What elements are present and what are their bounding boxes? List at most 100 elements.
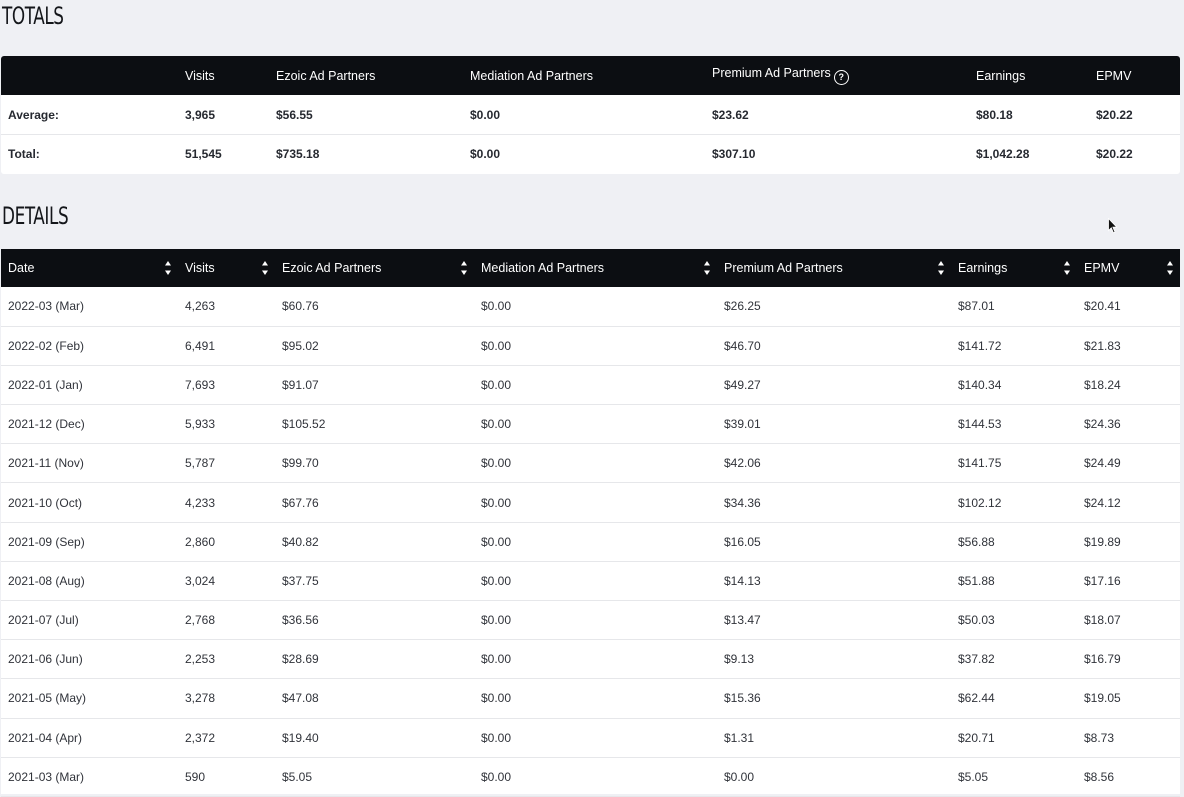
totals-cell: $0.00 [463, 95, 705, 135]
details-header-mediation[interactable]: Mediation Ad Partners [474, 249, 717, 287]
totals-cell: 3,965 [178, 95, 269, 135]
details-cell: $46.70 [717, 326, 951, 366]
details-cell: $20.41 [1077, 287, 1180, 327]
details-cell: 3,024 [178, 561, 275, 602]
details-header-premium[interactable]: Premium Ad Partners [717, 249, 951, 287]
details-header-earnings[interactable]: Earnings [951, 249, 1077, 287]
details-cell: $140.34 [951, 365, 1077, 406]
details-row: 2022-02 (Feb) 6,491 $95.02 $0.00 $46.70 $141.… [1, 326, 1180, 366]
details-cell: 4,233 [178, 482, 275, 523]
details-header-ezoic[interactable]: Ezoic Ad Partners [275, 249, 474, 287]
sort-updown-icon[interactable] [165, 261, 171, 275]
details-cell: 3,278 [178, 678, 275, 719]
totals-table-card: Visits Ezoic Ad Partners Mediation Ad Pa… [1, 56, 1180, 174]
totals-header-premium-label: Premium Ad Partners [712, 66, 831, 80]
details-cell: $17.16 [1077, 561, 1180, 602]
details-cell: $50.03 [951, 600, 1077, 641]
sort-updown-icon[interactable] [1064, 261, 1070, 275]
details-cell: $102.12 [951, 482, 1077, 523]
sort-updown-icon[interactable] [938, 261, 944, 275]
details-cell: $16.79 [1077, 639, 1180, 680]
details-cell: 5,787 [178, 443, 275, 484]
details-cell: $19.05 [1077, 678, 1180, 719]
details-cell: $0.00 [474, 600, 717, 641]
details-table: Date Visits Ezoic Ad Partners Mediation Ad … [1, 249, 1180, 797]
details-cell: 2021-10 (Oct) [1, 482, 178, 523]
details-cell: $19.89 [1077, 522, 1180, 562]
totals-row: Average: 3,965 $56.55 $0.00 $23.62 $80.18 $20.… [1, 95, 1180, 135]
details-cell: 2022-03 (Mar) [1, 287, 178, 327]
details-row: 2021-03 (Mar) 590 $5.05 $0.00 $0.00 $5.05 $8.5… [1, 757, 1180, 797]
details-cell: $0.00 [474, 718, 717, 758]
sort-updown-icon[interactable] [461, 261, 467, 275]
details-cell: $13.47 [717, 600, 951, 641]
details-cell: $56.88 [951, 522, 1077, 562]
details-header-epmv[interactable]: EPMV [1077, 249, 1180, 287]
details-header-date[interactable]: Date [1, 249, 178, 287]
details-cell: $0.00 [474, 443, 717, 484]
details-cell: $14.13 [717, 561, 951, 602]
details-cell: $62.44 [951, 678, 1077, 719]
details-cell: $24.12 [1077, 482, 1180, 523]
details-cell: $36.56 [275, 600, 474, 641]
details-cell: $0.00 [474, 639, 717, 680]
details-cell: 2021-03 (Mar) [1, 757, 178, 797]
details-cell: $0.00 [717, 757, 951, 797]
totals-header-earnings: Earnings [976, 68, 1026, 83]
details-cell: $34.36 [717, 482, 951, 523]
details-header-visits[interactable]: Visits [178, 249, 275, 287]
totals-cell: $20.22 [1089, 134, 1180, 174]
details-header-label: Earnings [958, 261, 1008, 275]
totals-row: Total: 51,545 $735.18 $0.00 $307.10 $1,042.28… [1, 134, 1180, 174]
details-cell: $0.00 [474, 287, 717, 327]
details-cell: $67.76 [275, 482, 474, 523]
details-cell: $21.83 [1077, 326, 1180, 366]
details-header-label: Premium Ad Partners [724, 261, 843, 275]
details-cell: $42.06 [717, 443, 951, 484]
totals-cell: 51,545 [178, 134, 269, 174]
details-cell: $40.82 [275, 522, 474, 562]
details-cell: $37.75 [275, 561, 474, 602]
details-header-label: Mediation Ad Partners [481, 261, 604, 275]
details-cell: $18.07 [1077, 600, 1180, 641]
details-cell: $15.36 [717, 678, 951, 719]
details-header-row: Date Visits Ezoic Ad Partners Mediation Ad … [1, 249, 1180, 287]
details-cell: $87.01 [951, 287, 1077, 327]
details-cell: $0.00 [474, 678, 717, 719]
details-cell: $0.00 [474, 482, 717, 523]
totals-cell: $307.10 [705, 134, 969, 174]
totals-cell: Total: [1, 134, 178, 174]
details-cell: $26.25 [717, 287, 951, 327]
totals-section-title: TOTALS [2, 2, 64, 30]
details-cell: $0.00 [474, 522, 717, 562]
details-cell: $49.27 [717, 365, 951, 406]
details-cell: $8.56 [1077, 757, 1180, 797]
details-cell: 2021-06 (Jun) [1, 639, 178, 680]
sort-updown-icon[interactable] [1167, 261, 1173, 275]
details-header-label: Ezoic Ad Partners [282, 261, 382, 275]
details-cell: 7,693 [178, 365, 275, 406]
details-cell: $47.08 [275, 678, 474, 719]
sort-updown-icon[interactable] [704, 261, 710, 275]
totals-cell: $20.22 [1089, 95, 1180, 135]
details-cell: 2021-05 (May) [1, 678, 178, 719]
totals-header-ezoic: Ezoic Ad Partners [276, 68, 376, 83]
details-cell: $18.24 [1077, 365, 1180, 406]
mouse-cursor-icon [1108, 218, 1118, 234]
question-circle-icon[interactable]: ? [833, 70, 849, 85]
details-cell: 2021-11 (Nov) [1, 443, 178, 484]
details-cell: $51.88 [951, 561, 1077, 602]
details-row: 2021-11 (Nov) 5,787 $99.70 $0.00 $42.06 $141.… [1, 443, 1180, 484]
details-row: 2021-04 (Apr) 2,372 $19.40 $0.00 $1.31 $20.71… [1, 718, 1180, 758]
details-cell: $8.73 [1077, 718, 1180, 758]
details-header-label: EPMV [1084, 261, 1120, 275]
details-cell: $20.71 [951, 718, 1077, 758]
details-row: 2021-10 (Oct) 4,233 $67.76 $0.00 $34.36 $102.… [1, 482, 1180, 523]
sort-updown-icon[interactable] [262, 261, 268, 275]
details-row: 2021-09 (Sep) 2,860 $40.82 $0.00 $16.05 $56.8… [1, 522, 1180, 562]
totals-cell: $23.62 [705, 95, 969, 135]
details-cell: 590 [178, 757, 275, 797]
details-cell: 2021-08 (Aug) [1, 561, 178, 602]
details-cell: $0.00 [474, 365, 717, 406]
details-cell: $95.02 [275, 326, 474, 366]
